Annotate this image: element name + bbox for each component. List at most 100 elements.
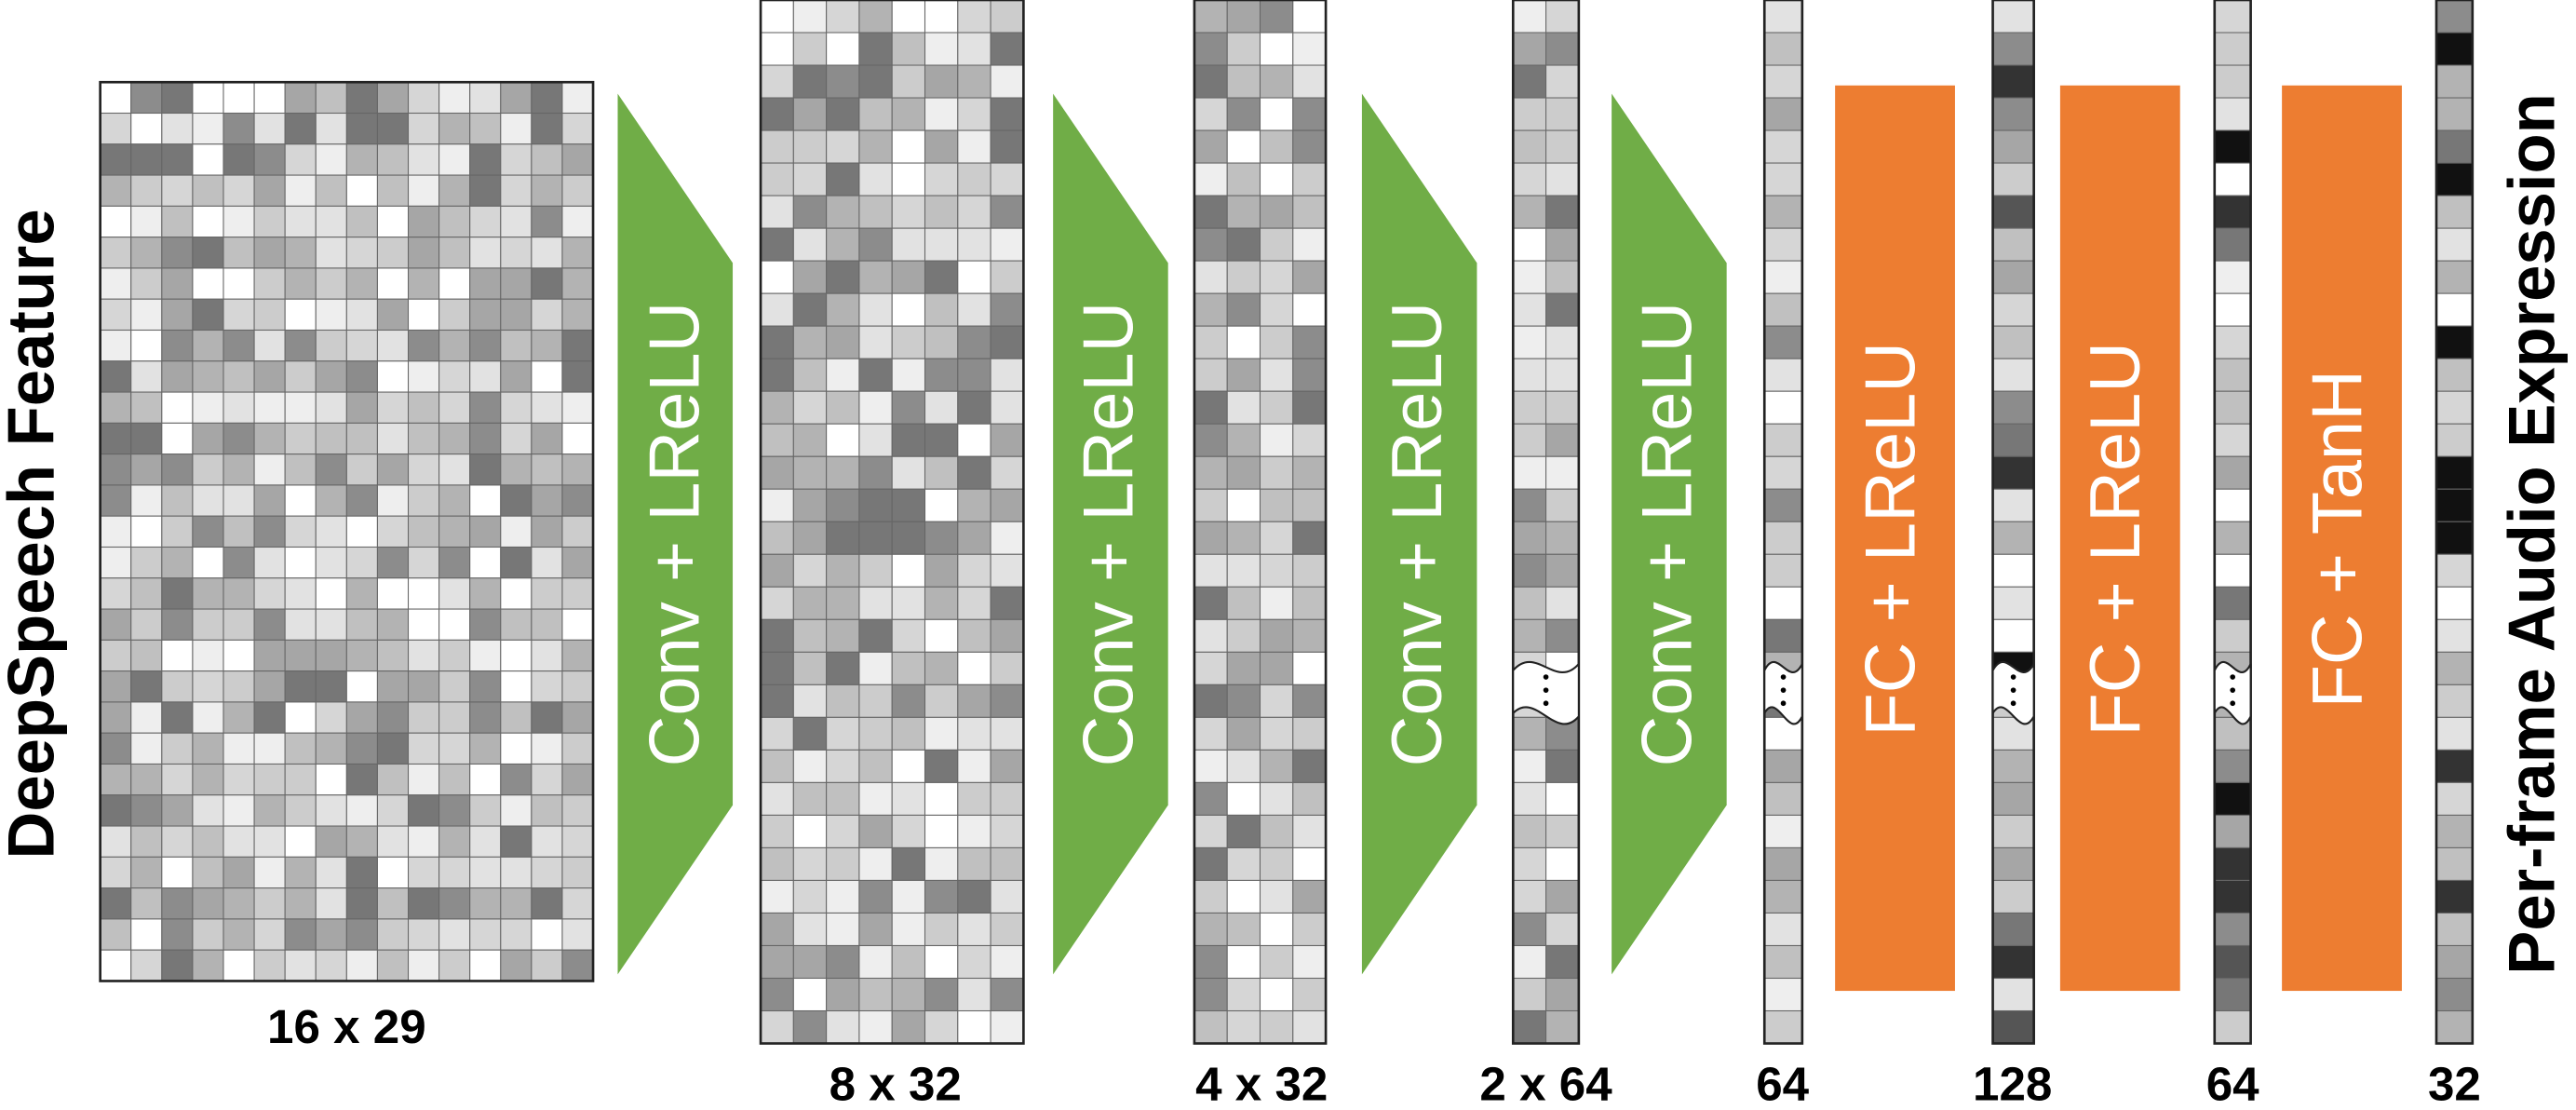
- cell: [130, 422, 163, 455]
- cell: [1226, 977, 1261, 1012]
- cell: [924, 749, 959, 783]
- shape-label: 64: [2206, 1058, 2259, 1110]
- cell: [760, 455, 794, 490]
- cell: [161, 639, 194, 672]
- cell: [100, 329, 132, 362]
- cell: [1763, 488, 1803, 522]
- cell: [561, 732, 594, 765]
- cell: [1763, 129, 1803, 164]
- cell: [1545, 879, 1580, 914]
- cell: [858, 455, 893, 490]
- cell: [130, 329, 163, 362]
- cell: [561, 608, 594, 641]
- cell: [891, 64, 926, 99]
- cell: [253, 484, 286, 517]
- cell: [1226, 358, 1261, 392]
- cell: [438, 267, 471, 300]
- cell: [407, 360, 440, 393]
- cell: [858, 97, 893, 131]
- cell: [130, 794, 163, 827]
- cell: [469, 453, 502, 486]
- cell: [1512, 977, 1547, 1012]
- cell: [253, 267, 286, 300]
- cell: [253, 81, 286, 115]
- cell: [760, 195, 794, 229]
- cell: [315, 143, 347, 176]
- cell: [924, 977, 959, 1012]
- cell: [990, 423, 1024, 457]
- cell: [990, 64, 1024, 99]
- cell: [1259, 781, 1294, 816]
- cell: [531, 515, 563, 548]
- cell: [1292, 325, 1327, 359]
- cell: [192, 81, 224, 115]
- cell: [376, 949, 410, 982]
- cell: [561, 81, 594, 115]
- cell: [1512, 846, 1547, 881]
- cell: [1226, 455, 1261, 490]
- cell: [376, 763, 410, 796]
- cell: [2214, 977, 2252, 1012]
- cell: [990, 814, 1024, 848]
- cell: [376, 143, 410, 176]
- cell: [826, 879, 860, 914]
- cell: [990, 325, 1024, 359]
- cell: [1992, 64, 2035, 99]
- cell: [1992, 292, 2035, 327]
- cell: [161, 515, 194, 548]
- cell: [1226, 0, 1261, 34]
- cell: [760, 64, 794, 99]
- break-mark: [1763, 660, 1803, 725]
- cell: [253, 360, 286, 393]
- cell: [407, 453, 440, 486]
- cell: [130, 732, 163, 765]
- cell: [924, 1009, 959, 1045]
- cell: [1292, 749, 1327, 783]
- cell: [345, 205, 378, 238]
- cell: [315, 174, 347, 207]
- cell: [1512, 521, 1547, 555]
- grid-border: [2434, 0, 2475, 1045]
- cell: [345, 763, 378, 796]
- cell: [1292, 260, 1327, 294]
- cell: [924, 390, 959, 425]
- cell: [469, 422, 502, 455]
- cell: [531, 577, 563, 610]
- grid-border: [99, 80, 595, 982]
- cell: [223, 174, 255, 207]
- cell: [1992, 912, 2035, 947]
- cell: [2214, 227, 2252, 262]
- cell: [2214, 32, 2252, 66]
- cell: [223, 143, 255, 176]
- cell: [760, 292, 794, 327]
- cell: [161, 763, 194, 796]
- cell: [1292, 195, 1327, 229]
- cell: [315, 949, 347, 982]
- cell: [891, 716, 926, 751]
- cell: [161, 143, 194, 176]
- cell: [826, 162, 860, 196]
- cell: [531, 422, 563, 455]
- cell: [826, 749, 860, 783]
- cell: [792, 325, 828, 359]
- cell: [345, 515, 378, 548]
- break-dot: [1780, 700, 1787, 707]
- cell: [1292, 814, 1327, 848]
- cell: [792, 0, 828, 34]
- cell: [2214, 814, 2252, 848]
- break-dot: [1780, 687, 1787, 693]
- cell: [1292, 129, 1327, 164]
- cell: [2214, 423, 2252, 457]
- cell: [100, 701, 132, 734]
- cell: [957, 358, 991, 392]
- grid-border: [1991, 0, 2035, 1045]
- cell: [826, 390, 860, 425]
- cell: [792, 684, 828, 718]
- cell: [990, 749, 1024, 783]
- cell: [858, 684, 893, 718]
- cell: [924, 195, 959, 229]
- cell: [469, 360, 502, 393]
- feature-grids: [99, 0, 2475, 1045]
- conv-block: [1612, 93, 1727, 975]
- cell: [531, 701, 563, 734]
